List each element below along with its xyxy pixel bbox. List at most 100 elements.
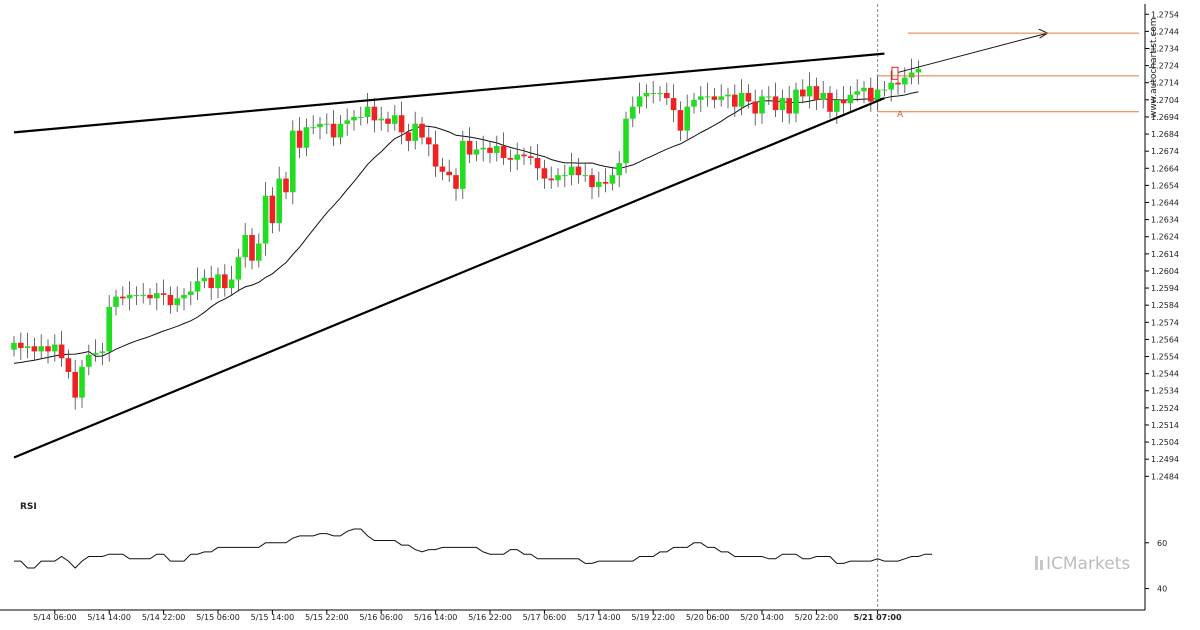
bull-candle [582,175,588,177]
bear-candle [160,293,167,295]
bull-candle [79,366,85,398]
bull-candle [596,181,602,188]
bull-candle [779,98,786,111]
bull-candle [194,281,201,292]
bull-candle [133,294,140,296]
price-tick-label: 1.2684 [1151,130,1179,139]
bear-candle [426,137,432,145]
bull-candle [704,96,711,98]
bull-candle [657,92,663,94]
bull-candle [392,115,398,124]
bear-candle [487,147,493,153]
bear-candle [786,98,792,114]
bull-candle [154,293,160,299]
time-tick-label: 5/15 22:00 [305,613,349,622]
bull-candle [140,294,146,296]
price-tick-label: 1.2734 [1151,44,1179,53]
bull-candle [11,342,17,350]
bear-candle [664,92,670,99]
bull-candle [908,72,915,78]
bull-candle [616,163,622,176]
bull-candle [337,123,344,138]
bull-candle [555,175,561,181]
bull-candle [806,86,813,97]
bull-candle [650,92,656,94]
bear-candle [65,358,72,372]
bear-candle [269,195,276,224]
bear-candle [439,166,446,172]
bear-candle [528,156,534,159]
bear-candle [507,158,514,160]
bull-candle [235,257,242,280]
bear-candle [45,346,51,352]
time-tick-label: 5/17 06:00 [523,613,567,622]
price-tick-label: 1.2514 [1151,421,1179,430]
bull-candle [691,99,697,107]
bear-candle [589,175,595,188]
bull-candle [915,69,922,73]
bull-candle [113,296,119,307]
pattern-point-a: A [897,110,904,120]
wedge-trendlines [13,52,885,459]
time-axis: 5/14 06:00 5/14 14:00 5/14 22:00 5/15 06:00… [33,610,902,622]
bull-candle [52,344,58,352]
bull-candle [351,116,357,121]
projection-line [897,32,1048,73]
bull-candle [630,106,636,119]
price-tick-label: 1.2564 [1151,335,1179,344]
bear-candle [732,94,738,107]
bear-candle [249,235,255,261]
price-tick-label: 1.2534 [1151,387,1179,396]
bear-candle [895,82,901,85]
bull-candle [38,346,44,352]
price-levels [877,28,1139,113]
bull-candle [514,154,520,160]
bear-candle [222,274,228,289]
price-tick-label: 1.2544 [1151,370,1179,379]
bull-candle [344,120,350,124]
bear-candle [745,92,752,102]
bear-candle [575,166,582,176]
support-trendline [13,97,885,459]
price-tick-label: 1.2524 [1151,404,1179,413]
bull-candle [480,147,486,150]
bull-candle [256,243,262,261]
bull-candle [888,82,894,90]
bull-candle [126,294,133,299]
price-tick-label: 1.2624 [1151,233,1179,242]
bull-candle [636,96,643,107]
bull-candle [473,149,480,155]
bear-candle [500,146,507,159]
bear-candle [534,158,541,169]
price-tick-label: 1.2664 [1151,164,1179,173]
bull-candle [861,87,867,92]
rsi-panel: 60 40 [14,528,1167,594]
bull-candle [854,91,860,95]
resistance-trendline [13,52,885,134]
price-tick-label: 1.2484 [1151,472,1179,481]
bear-candle [296,130,303,148]
bear-candle [72,371,78,398]
bear-candle [813,86,820,100]
bull-candle [228,279,235,289]
bull-candle [881,89,888,91]
bull-candle [793,89,799,114]
time-tick-label: 5/14 22:00 [142,613,186,622]
price-tick-label: 1.2644 [1151,199,1179,208]
time-tick-label: 5/20 14:00 [740,613,784,622]
time-tick-label: 5/21 07:00 [854,613,902,622]
time-tick-label: 5/19 22:00 [631,613,675,622]
price-tick-label: 1.2504 [1151,438,1179,447]
bear-candle [419,123,425,138]
price-tick-label: 1.2704 [1151,96,1179,105]
price-tick-label: 1.2744 [1151,27,1179,36]
bull-candle [698,96,704,100]
projection-arrowhead [1038,28,1048,39]
time-tick-label: 5/15 06:00 [196,613,240,622]
bear-candle [711,96,718,100]
bull-candle [92,353,99,355]
bear-candle [800,89,806,97]
bull-candle [106,306,112,352]
time-tick-label: 5/15 14:00 [251,613,295,622]
